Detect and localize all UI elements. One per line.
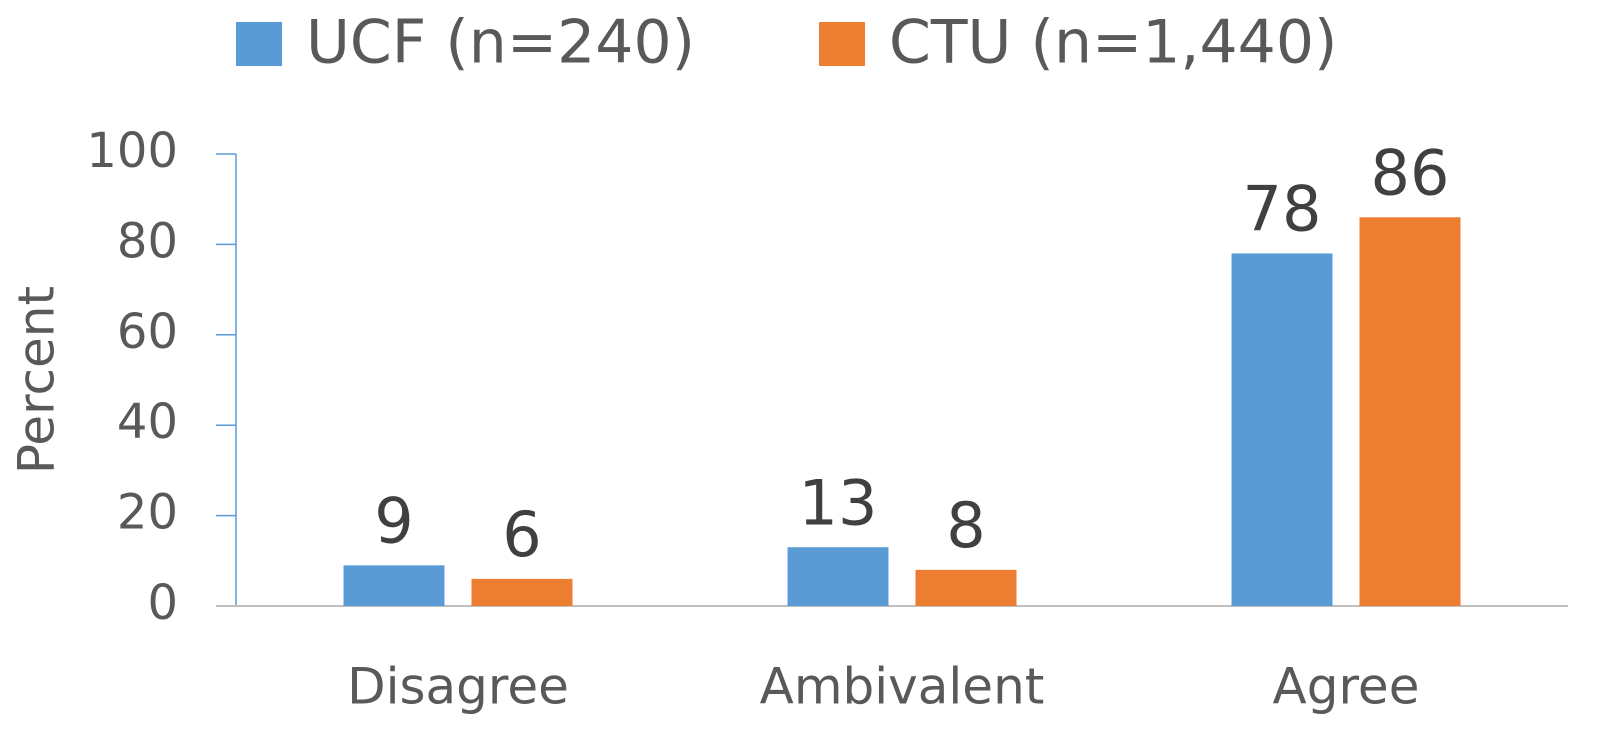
data-label: 78 xyxy=(1243,173,1322,246)
data-label: 86 xyxy=(1371,136,1450,209)
y-tick-label: 40 xyxy=(117,394,178,450)
y-axis-label: Percent xyxy=(8,286,66,474)
bar xyxy=(471,578,573,606)
y-tick-label: 80 xyxy=(117,213,178,269)
data-label: 8 xyxy=(946,489,985,562)
bar xyxy=(1359,217,1461,606)
data-label: 13 xyxy=(799,466,878,539)
data-label: 6 xyxy=(502,498,541,571)
legend-label: CTU (n=1,440) xyxy=(889,8,1337,78)
y-tick-label: 100 xyxy=(86,123,178,179)
y-tick-label: 60 xyxy=(117,304,178,360)
x-tick-label: Disagree xyxy=(347,658,569,716)
bar xyxy=(343,565,445,606)
legend-label: UCF (n=240) xyxy=(306,8,695,78)
legend-swatch xyxy=(236,22,282,66)
y-tick-label: 0 xyxy=(147,575,178,631)
x-tick-label: Ambivalent xyxy=(760,658,1045,716)
bar xyxy=(1231,253,1333,606)
legend-swatch xyxy=(819,22,865,66)
bar xyxy=(915,569,1017,606)
y-tick-label: 20 xyxy=(117,485,178,541)
x-tick-label: Agree xyxy=(1273,658,1420,716)
bar xyxy=(787,547,889,606)
data-label: 9 xyxy=(374,484,413,557)
